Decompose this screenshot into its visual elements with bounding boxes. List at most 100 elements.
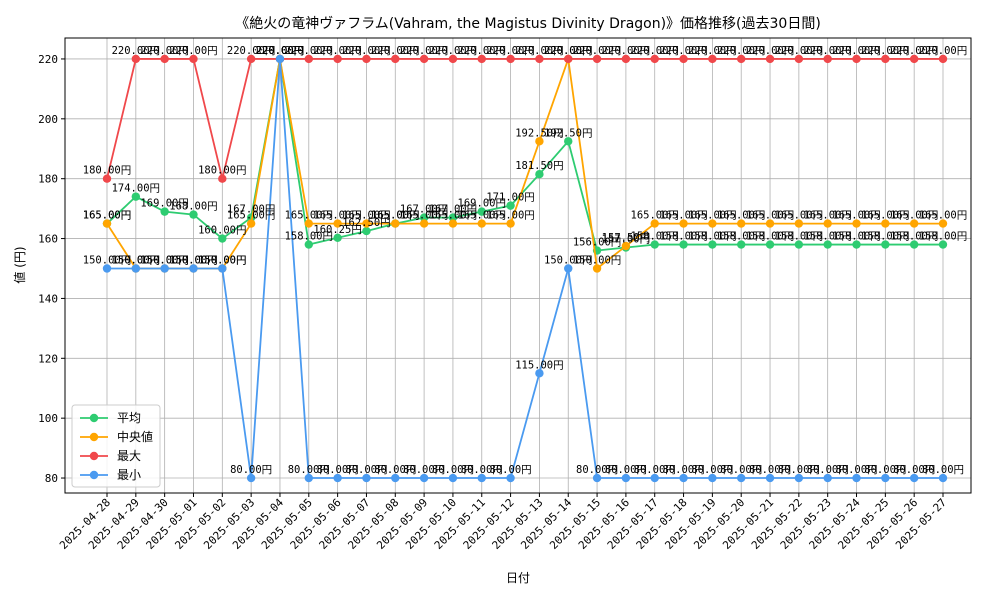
series-1-point <box>765 219 775 228</box>
series-1-point <box>881 219 890 228</box>
series-0-data-label: 167.00円 <box>429 204 477 216</box>
series-0-data-label: 158.00円 <box>688 231 736 243</box>
series-0-point <box>823 240 832 249</box>
series-3-point <box>218 264 227 273</box>
series-0-point <box>909 240 919 249</box>
series-1-point <box>621 241 631 251</box>
series-1-data-label: 165.00円 <box>313 210 361 222</box>
series-0-data-label: 160.00円 <box>198 225 246 237</box>
series-1-data-label: 220.00円 <box>544 45 592 57</box>
series-2-data-label: 220.00円 <box>775 45 823 57</box>
y-tick-label: 220 <box>38 53 58 66</box>
series-2-data-label: 220.00円 <box>169 45 217 57</box>
series-2-point <box>621 54 631 64</box>
y-tick-label: 160 <box>38 233 58 246</box>
series-0-point <box>794 240 804 249</box>
series-3-point <box>391 473 400 483</box>
series-1-point <box>679 219 688 228</box>
series-3-data-label: 80.00円 <box>345 464 387 476</box>
series-0-data-label: 158.00円 <box>803 231 851 243</box>
y-tick-label: 120 <box>38 352 58 365</box>
series-2-point <box>852 54 861 64</box>
series-3-point <box>160 264 169 273</box>
series-1-data-label: 165.00円 <box>832 210 880 222</box>
series-3-point <box>881 473 890 483</box>
series-2-point <box>708 54 717 64</box>
series-0-point <box>362 226 371 236</box>
series-0-data-label: 158.00円 <box>746 231 794 243</box>
series-2-point <box>160 54 169 64</box>
series-3-point <box>650 473 659 483</box>
series-3-data-label: 150.00円 <box>198 254 246 266</box>
series-3-point <box>362 473 371 483</box>
series-2-point <box>246 54 256 64</box>
series-2-point <box>448 54 458 64</box>
series-3-point <box>852 473 861 483</box>
series-2-data-label: 220.00円 <box>602 45 650 57</box>
series-3-data-label: 80.00円 <box>403 464 445 476</box>
series-1-point <box>737 219 746 228</box>
legend-label: 最小 <box>117 468 141 482</box>
series-0-point <box>160 207 169 216</box>
series-2-point <box>218 174 227 183</box>
series-2-point <box>362 54 371 64</box>
series-3-point <box>909 473 919 483</box>
series-0-point <box>477 207 486 216</box>
series-1-data-label: 165.00円 <box>227 210 275 222</box>
series-1-data-label: 150.00円 <box>169 254 217 266</box>
series-1-data-label: 165.00円 <box>890 210 938 222</box>
series-0-data-label: 192.50円 <box>544 127 592 139</box>
series-2-data-label: 220.00円 <box>140 45 188 57</box>
series-1-data-label: 165.00円 <box>688 210 736 222</box>
series-3-data-label: 80.00円 <box>922 464 964 476</box>
series-2-point <box>938 54 948 64</box>
series-3-point <box>275 54 285 64</box>
series-0-data-label: 158.00円 <box>631 231 679 243</box>
series-1-data-label: 165.00円 <box>458 210 506 222</box>
series-0-point <box>564 137 573 146</box>
series-3-point <box>419 473 429 483</box>
series-1-data-label: 150.00円 <box>112 254 160 266</box>
series-1-point <box>362 219 371 228</box>
y-tick-label: 180 <box>38 173 58 186</box>
series-3-data-label: 80.00円 <box>634 464 676 476</box>
series-3-data-label: 80.00円 <box>720 464 762 476</box>
series-2-data-label: 220.00円 <box>486 45 534 57</box>
series-2-data-label: 220.00円 <box>688 45 736 57</box>
series-2-point <box>189 54 198 64</box>
series-0-data-label: 169.00円 <box>458 198 506 210</box>
series-3-data-label: 80.00円 <box>288 464 330 476</box>
series-3-data-label: 80.00円 <box>893 464 935 476</box>
series-3-point <box>535 369 544 378</box>
series-0-data-label: 158.00円 <box>919 231 967 243</box>
series-2-data-label: 220.00円 <box>544 45 592 57</box>
series-0-data-label: 158.00円 <box>717 231 765 243</box>
series-0-point <box>189 210 198 219</box>
series-2-point <box>737 54 746 64</box>
series-3-data-label: 150.00円 <box>544 254 592 266</box>
series-2-point <box>765 54 775 64</box>
series-3-point <box>333 473 342 483</box>
series-3-data-label: 80.00円 <box>317 464 359 476</box>
series-2-point <box>419 54 429 64</box>
series-2-data-label: 220.00円 <box>631 45 679 57</box>
series-2-data-label: 220.00円 <box>803 45 851 57</box>
series-3-point <box>592 473 602 483</box>
series-0-data-label: 220.00円 <box>256 45 304 57</box>
series-2-data-label: 220.00円 <box>429 45 477 57</box>
plot-frame <box>64 37 972 494</box>
series-3-point <box>564 264 573 273</box>
series-3-point <box>131 264 141 273</box>
series-3-point <box>708 473 717 483</box>
series-0-data-label: 162.50円 <box>342 217 390 229</box>
series-0-data-label: 157.00円 <box>602 234 650 246</box>
series-1-data-label: 220.00円 <box>256 45 304 57</box>
series-3-data-label: 150.00円 <box>169 254 217 266</box>
series-1-point <box>506 219 515 228</box>
series-1-point <box>246 219 256 228</box>
series-3-data-label: 80.00円 <box>490 464 532 476</box>
series-3-data-label: 80.00円 <box>807 464 849 476</box>
series-1-point <box>592 264 602 273</box>
legend-marker <box>89 470 99 480</box>
